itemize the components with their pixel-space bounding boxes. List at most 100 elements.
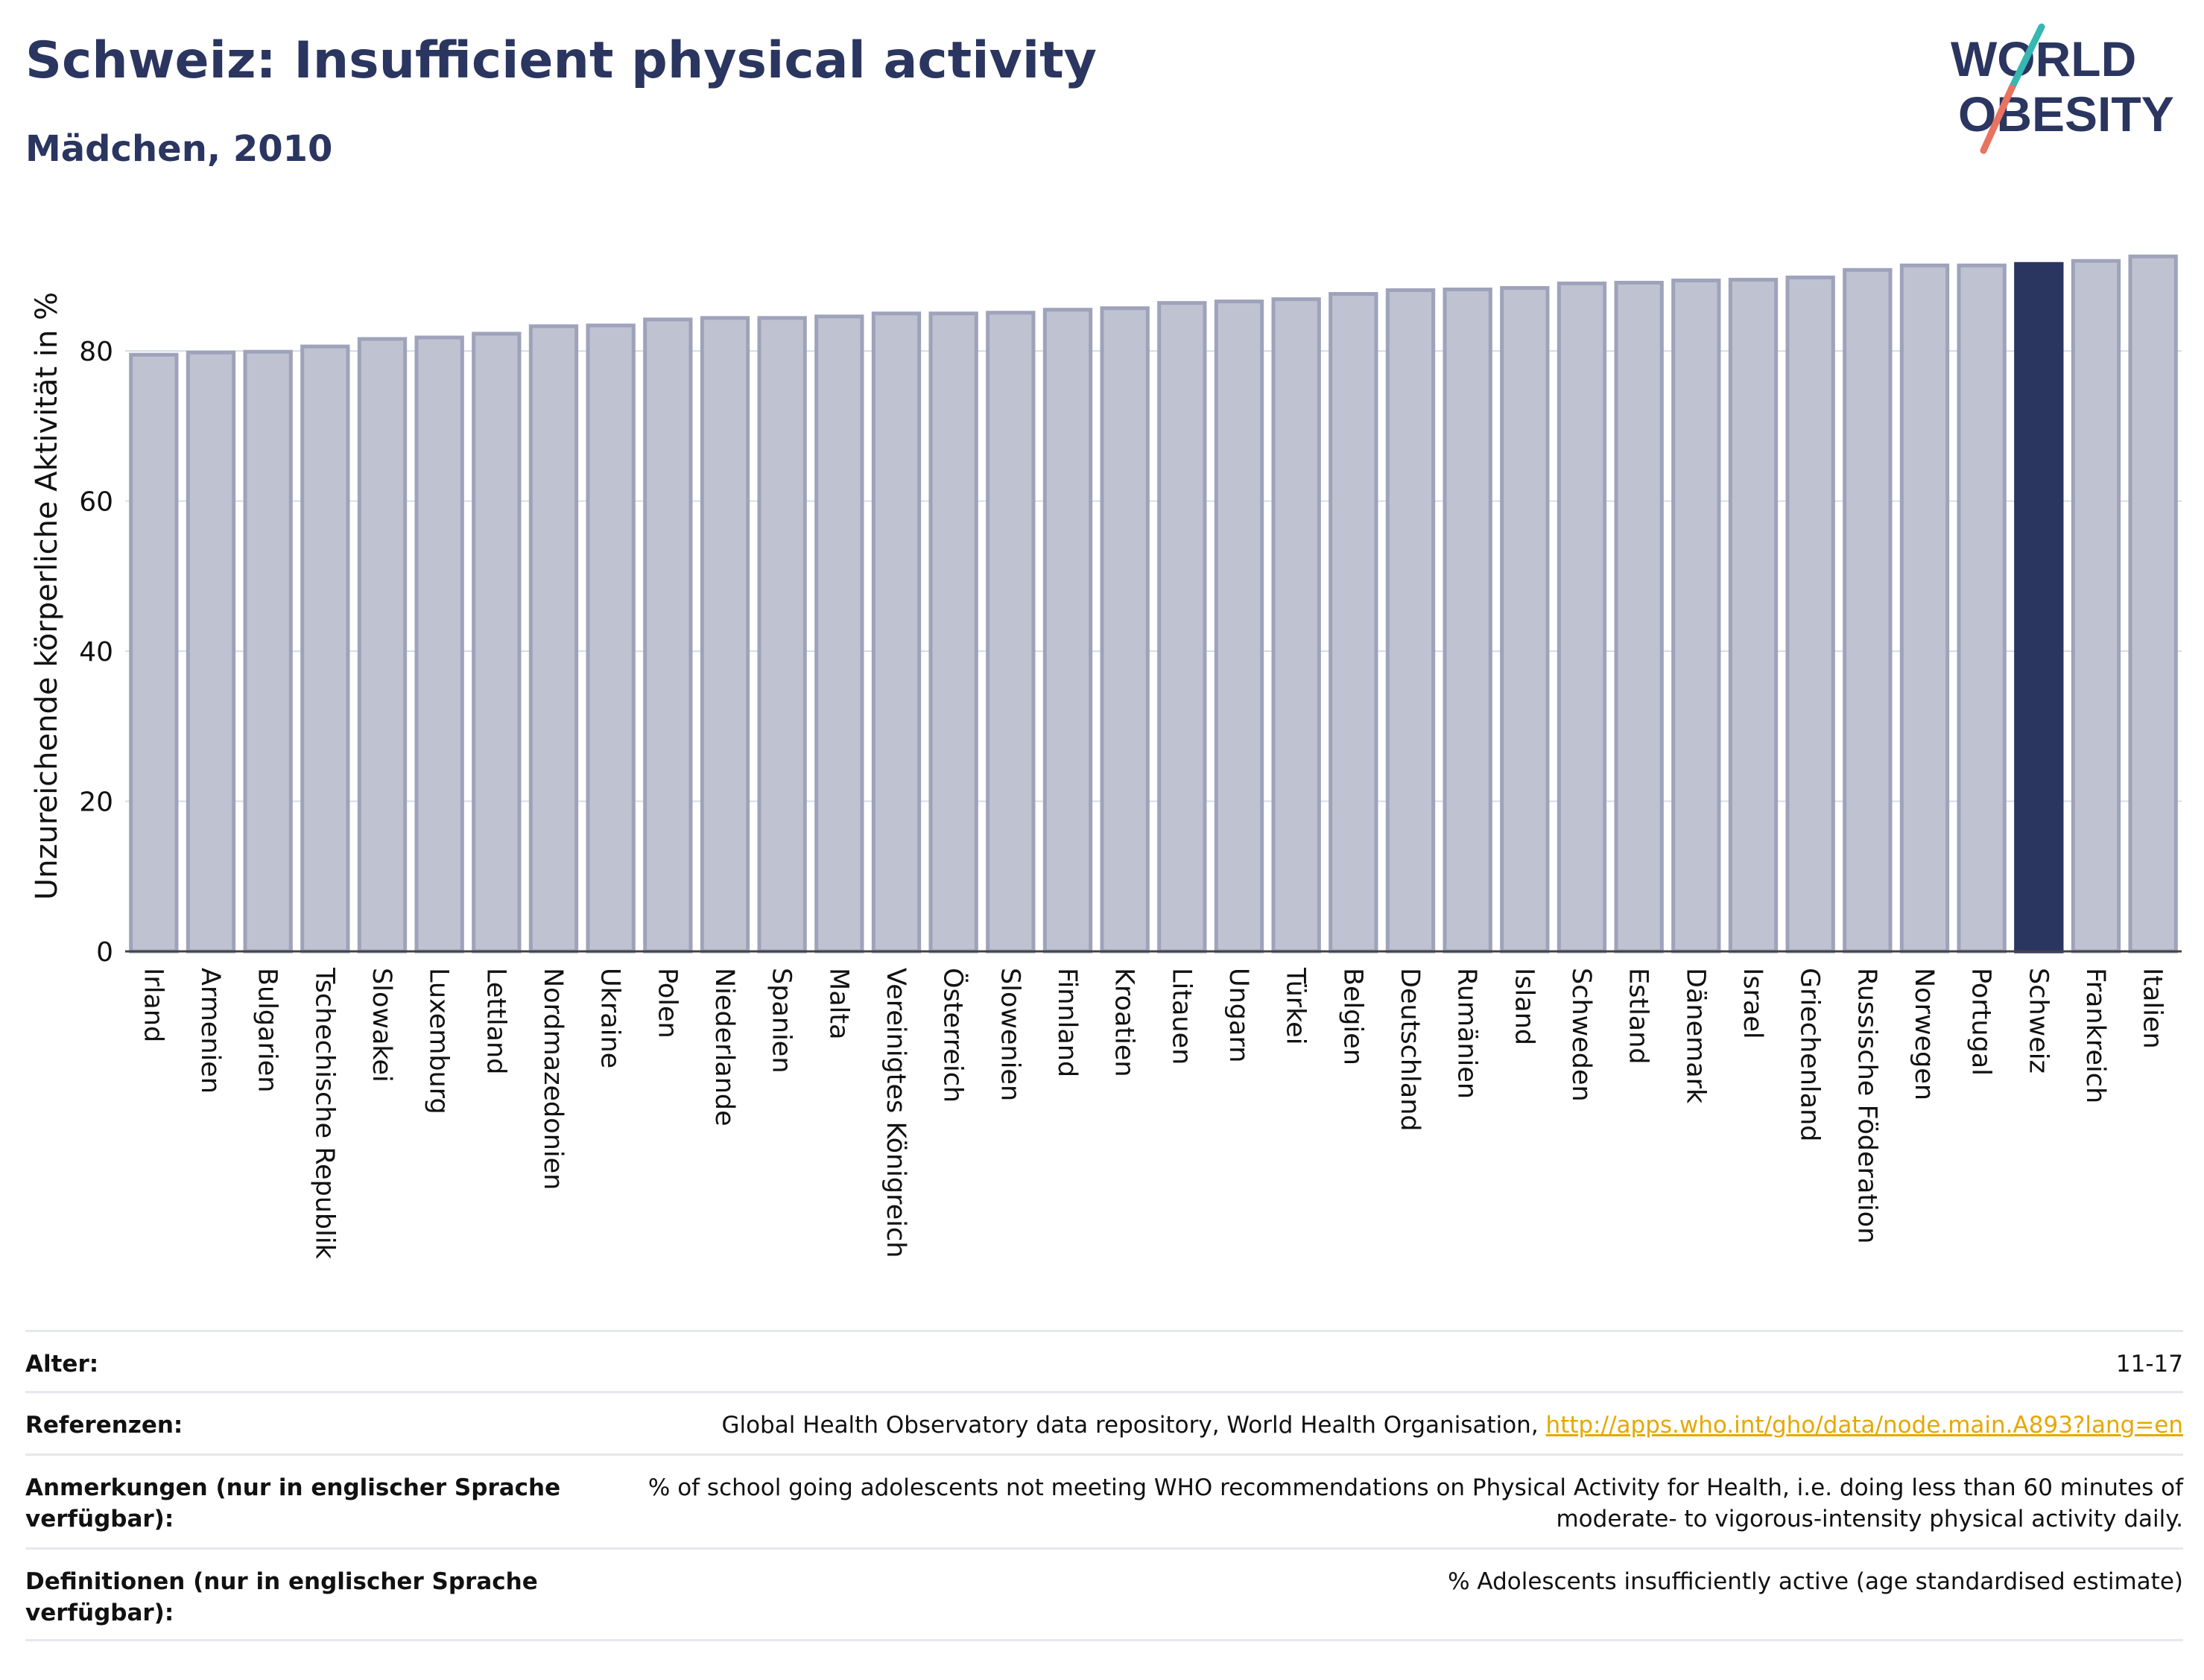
y-tick-label: 40 (79, 637, 113, 668)
x-tick-label: Niederlande (709, 968, 739, 1126)
y-tick-label: 80 (79, 337, 113, 367)
x-tick-label: Slowenien (995, 968, 1025, 1101)
x-tick-label: Malta (823, 968, 853, 1040)
x-tick-label: Spanien (767, 968, 797, 1074)
x-tick-label: Dänemark (1680, 968, 1710, 1104)
world-obesity-logo: WORLD OBESITY (1951, 23, 2174, 154)
meta-row-notes: Anmerkungen (nur in englischer Sprache v… (25, 1454, 2183, 1547)
chart-title: Schweiz: Insufficient physical activity (25, 31, 1097, 90)
references-value: Global Health Observatory data repositor… (562, 1410, 2183, 1441)
age-value: 11-17 (2115, 1351, 2183, 1378)
x-tick-label: Island (1509, 968, 1539, 1045)
bar-italien[interactable] (2128, 254, 2178, 954)
x-tick-label: Estland (1624, 968, 1653, 1065)
bar-armenien[interactable] (186, 350, 236, 954)
x-tick-label: Irland (138, 968, 168, 1042)
age-label: Alter: (25, 1351, 99, 1378)
y-tick-label: 60 (79, 487, 113, 518)
notes-label: Anmerkungen (nur in englischer Sprache v… (25, 1474, 561, 1532)
bar-norwegen[interactable] (1899, 263, 1950, 954)
x-tick-label: Polen (652, 968, 682, 1039)
bar-türkei[interactable] (1271, 297, 1321, 954)
bar-bulgarien[interactable] (243, 349, 293, 954)
x-tick-label: Armenien (195, 968, 225, 1094)
bar-niederlande[interactable] (700, 316, 750, 954)
bar-deutschland[interactable] (1385, 288, 1436, 954)
x-tick-label: Belgien (1337, 968, 1367, 1065)
bar-slowenien[interactable] (986, 311, 1036, 954)
references-link[interactable]: http://apps.who.int/gho/data/node.main.A… (1545, 1412, 2183, 1439)
x-tick-label: Kroatien (1109, 968, 1139, 1077)
x-tick-label: Vereinigtes Königreich (881, 968, 911, 1258)
x-tick-label: Litauen (1166, 968, 1196, 1065)
bar-irland[interactable] (129, 352, 179, 954)
x-tick-label: Russische Föderation (1852, 968, 1881, 1243)
meta-row-age: Alter: 11-17 (25, 1330, 2183, 1391)
x-tick-label: Italien (2138, 968, 2167, 1049)
meta-row-references: Referenzen: Global Health Observatory da… (25, 1391, 2183, 1454)
bar-litauen[interactable] (1157, 301, 1207, 954)
x-tick-label: Ungarn (1223, 968, 1253, 1062)
x-tick-label: Nordmazedonien (538, 968, 568, 1190)
bar-österreich[interactable] (928, 311, 978, 954)
x-tick-label: Lettland (481, 968, 510, 1074)
bar-rumänien[interactable] (1443, 288, 1492, 954)
bar-chart: 0 20 40 60 80 Irland Armenien Bulgarien Tschechi… (30, 254, 2182, 1260)
y-tick-label: 20 (79, 787, 113, 818)
bar-nordmazedonien[interactable] (528, 324, 579, 954)
metadata-table: Alter: 11-17 Referenzen: Global Health O… (25, 1330, 2183, 1641)
bar-dänemark[interactable] (1671, 278, 1721, 954)
bar-lettland[interactable] (472, 332, 522, 954)
bar-finnland[interactable] (1042, 308, 1093, 954)
x-tick-label: Portugal (1966, 968, 1996, 1076)
x-tick-label: Schweiz (2023, 968, 2053, 1074)
axis-layer: 0 20 40 60 80 Irland Armenien Bulgarien Tschechi… (79, 337, 2182, 1260)
x-tick-label: Israel (1738, 968, 1767, 1039)
bar-israel[interactable] (1728, 277, 1779, 954)
bar-schweden[interactable] (1557, 281, 1607, 954)
bar-kroatien[interactable] (1100, 306, 1150, 954)
notes-value: % of school going adolescents not meetin… (647, 1474, 2183, 1532)
bar-estland[interactable] (1614, 280, 1664, 954)
bar-slowakei[interactable] (357, 337, 408, 954)
x-tick-label: Luxemburg (424, 968, 454, 1115)
chart-subtitle: Mädchen, 2010 (25, 128, 333, 170)
bar-schweiz[interactable] (2014, 261, 2064, 954)
x-tick-label: Rumänien (1452, 968, 1482, 1099)
y-axis-label: Unzureichende körperliche Aktivität in % (30, 292, 64, 900)
x-tick-label: Schweden (1566, 968, 1596, 1102)
logo-text-world: WORLD (1951, 31, 2136, 86)
bar-tschechische-republik[interactable] (300, 344, 350, 954)
bar-frankreich[interactable] (2071, 259, 2121, 954)
x-tick-label: Slowakei (367, 968, 396, 1083)
references-text: Global Health Observatory data repositor… (721, 1412, 1546, 1439)
meta-row-definitions: Definitionen (nur in englischer Sprache … (25, 1547, 2183, 1641)
x-tick-label: Bulgarien (253, 968, 282, 1092)
x-tick-label: Griechenland (1795, 968, 1825, 1141)
x-tick-label: Deutschland (1395, 968, 1425, 1132)
bar-luxemburg[interactable] (414, 335, 464, 954)
bar-ukraine[interactable] (586, 323, 636, 954)
references-label: Referenzen: (25, 1412, 183, 1439)
x-tick-label: Ukraine (595, 968, 625, 1068)
bar-polen[interactable] (643, 317, 693, 954)
definitions-label: Definitionen (nur in englischer Sprache … (25, 1568, 538, 1626)
bar-vereinigtes-königreich[interactable] (871, 311, 922, 954)
bar-portugal[interactable] (1957, 263, 2007, 954)
bar-island[interactable] (1500, 285, 1550, 954)
bar-spanien[interactable] (757, 316, 807, 954)
bar-ungarn[interactable] (1214, 299, 1264, 954)
x-tick-label: Finnland (1052, 968, 1082, 1077)
grid-layer (125, 350, 2182, 802)
definitions-value: % Adolescents insufficiently active (age… (1448, 1568, 2183, 1595)
y-tick-label: 0 (96, 937, 113, 968)
bar-belgien[interactable] (1329, 292, 1378, 954)
x-tick-label: Türkei (1281, 967, 1311, 1045)
bar-malta[interactable] (814, 314, 864, 954)
x-tick-label: Frankreich (2080, 968, 2110, 1103)
x-tick-label: Tschechische Republik (309, 967, 339, 1260)
x-tick-label: Norwegen (1909, 968, 1939, 1100)
bar-griechenland[interactable] (1785, 275, 1835, 954)
bar-russische-föderation[interactable] (1843, 267, 1893, 954)
bars-layer (129, 254, 2178, 954)
